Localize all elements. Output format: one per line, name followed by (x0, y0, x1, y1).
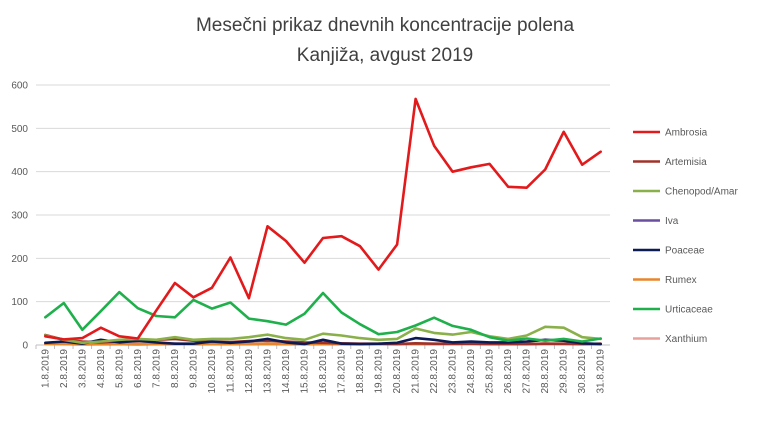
x-tick-label: 23.8.2019 (448, 349, 459, 394)
x-tick-label: 5.8.2019 (114, 349, 125, 388)
x-tick-label: 22.8.2019 (429, 349, 440, 394)
x-tick-label: 29.8.2019 (559, 349, 570, 394)
x-tick-label: 7.8.2019 (151, 349, 162, 388)
series-lines (43, 97, 603, 346)
x-tick-label: 15.8.2019 (299, 349, 310, 394)
x-tick-label: 8.8.2019 (170, 349, 181, 388)
series-line-urticaceae (43, 290, 603, 343)
y-tick-label: 0 (22, 341, 28, 352)
x-tick-label: 2.8.2019 (59, 349, 70, 388)
x-tick-label: 17.8.2019 (337, 349, 348, 394)
x-tick-label: 24.8.2019 (466, 349, 477, 394)
x-tick-label: 9.8.2019 (188, 349, 199, 388)
series-line-ambrosia (43, 97, 603, 341)
legend-label-poaceae: Poaceae (665, 246, 705, 257)
x-tick-label: 25.8.2019 (485, 349, 496, 394)
legend-label-xanthium: Xanthium (665, 334, 707, 345)
legend-label-rumex: Rumex (665, 275, 697, 286)
legend-label-ambrosia: Ambrosia (665, 128, 708, 139)
series-line-poaceae (43, 336, 603, 346)
y-tick-label: 100 (11, 297, 28, 308)
y-axis: 0 100 200 300 400 500 600 (11, 81, 28, 352)
x-tick-label: 21.8.2019 (411, 349, 422, 394)
x-tick-label: 31.8.2019 (596, 349, 607, 394)
x-tick-label: 26.8.2019 (503, 349, 514, 394)
y-tick-label: 400 (11, 167, 28, 178)
x-tick-label: 4.8.2019 (96, 349, 107, 388)
x-tick-label: 1.8.2019 (40, 349, 51, 388)
x-tick-label: 6.8.2019 (133, 349, 144, 388)
x-tick-label: 14.8.2019 (281, 349, 292, 394)
chart-title: Mesečni prikaz dnevnih koncentracije pol… (196, 15, 575, 36)
legend-label-artemisia: Artemisia (665, 157, 707, 168)
y-tick-label: 600 (11, 81, 28, 92)
legend-label-chenopod-amar: Chenopod/Amar (665, 187, 738, 198)
y-tick-label: 300 (11, 211, 28, 222)
legend-label-iva: Iva (665, 216, 679, 227)
x-tick-label: 3.8.2019 (77, 349, 88, 388)
x-tick-label: 13.8.2019 (262, 349, 273, 394)
legend: Ambrosia Artemisia Chenopod/Amar Iva Poaceae… (633, 128, 738, 345)
legend-label-urticaceae: Urticaceae (665, 305, 713, 316)
x-tick-label: 19.8.2019 (374, 349, 385, 394)
x-tick-label: 12.8.2019 (244, 349, 255, 394)
y-tick-label: 500 (11, 124, 28, 135)
x-tick-label: 27.8.2019 (522, 349, 533, 394)
x-tick-label: 10.8.2019 (207, 349, 218, 394)
x-tick-label: 11.8.2019 (225, 349, 236, 393)
chart-subtitle: Kanjiža, avgust 2019 (297, 45, 473, 66)
x-tick-label: 18.8.2019 (355, 349, 366, 394)
x-tick-label: 30.8.2019 (577, 349, 588, 394)
y-tick-label: 200 (11, 254, 28, 265)
x-tick-label: 28.8.2019 (540, 349, 551, 394)
x-tick-label: 20.8.2019 (392, 349, 403, 394)
x-axis: 1.8.2019 2.8.2019 3.8.2019 4.8.2019 5.8.2019… (35, 345, 607, 394)
x-tick-label: 16.8.2019 (318, 349, 329, 394)
